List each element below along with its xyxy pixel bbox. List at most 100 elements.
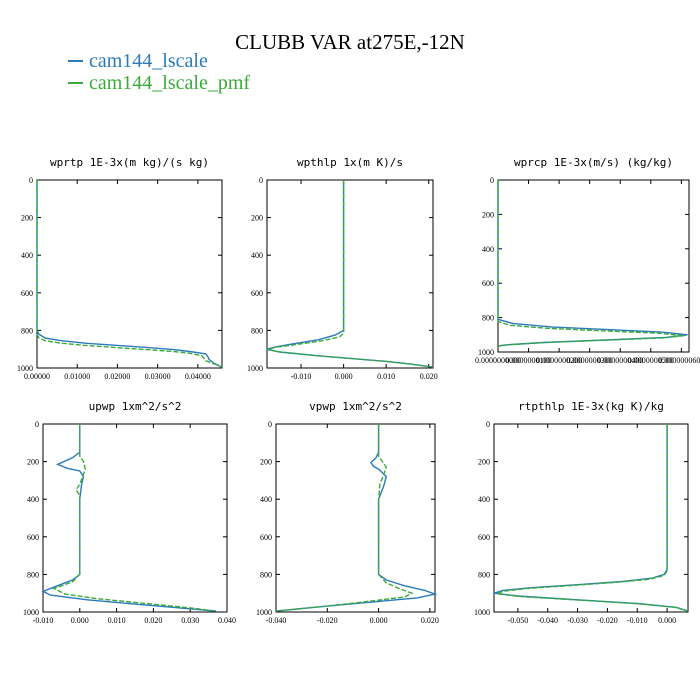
- xtick-label-rtpthlp: -0.020: [597, 616, 618, 625]
- ytick-label-wprtp: 0: [29, 176, 33, 185]
- panel-wprtp: wprtp 1E-3x(m kg)/(s kg) 0 200 400 600 800 100…: [17, 156, 223, 381]
- ytick-label-wprtp: 800: [21, 326, 33, 335]
- plot-frame-rtpthlp: [493, 423, 689, 613]
- ytick-label-rtpthlp: 0: [486, 420, 490, 429]
- ytick-label-wprcp: 200: [482, 210, 494, 219]
- xtick-label-wpthlp: 0.000: [335, 372, 353, 381]
- xtick-label-vpwp: 0.000: [370, 616, 388, 625]
- xtick-label-wpthlp: 0.020: [420, 372, 438, 381]
- xtick-label-wprtp: 0.00000: [24, 372, 50, 381]
- ytick-label-rtpthlp: 200: [478, 458, 490, 467]
- ytick-label-wprcp: 0: [490, 176, 494, 185]
- xtick-label-wprtp: 0.02000: [104, 372, 130, 381]
- xtick-label-upwp: 0.000: [71, 616, 89, 625]
- xtick-label-rtpthlp: -0.030: [567, 616, 588, 625]
- series-line-wpthlp-lscale: [266, 180, 434, 368]
- legend-item-lscale: cam144_lscale: [68, 50, 250, 72]
- ytick-label-wpthlp: 0: [259, 176, 263, 185]
- xtick-label-wpthlp: -0.010: [291, 372, 312, 381]
- ytick-label-rtpthlp: 600: [478, 533, 490, 542]
- series-line-vpwp-lscale: [275, 424, 438, 612]
- panel-vpwp: vpwp 1xm^2/s^2 0 200 400 600 800 1000-0.040 -0.…: [256, 400, 439, 625]
- panel-title-wprtp: wprtp 1E-3x(m kg)/(s kg): [50, 156, 209, 169]
- xtick-label-wprcp: 0.0000000300: [567, 356, 613, 365]
- series-line-rtpthlp-lscale: [493, 424, 689, 612]
- legend-item-lscale-pmf: cam144_lscale_pmf: [68, 72, 250, 94]
- xtick-label-wprtp: 0.03000: [145, 372, 171, 381]
- xtick-label-vpwp: -0.040: [266, 616, 287, 625]
- xtick-label-upwp: 0.020: [144, 616, 162, 625]
- plot-frame-wpthlp: [266, 179, 434, 369]
- panel-title-rtpthlp: rtpthlp 1E-3x(kg K)/kg: [518, 400, 664, 413]
- series-line-wprtp-lscale-pmf: [36, 180, 223, 368]
- xtick-label-rtpthlp: -0.050: [508, 616, 529, 625]
- ytick-label-vpwp: 800: [260, 570, 272, 579]
- ytick-label-rtpthlp: 400: [478, 495, 490, 504]
- xtick-label-upwp: -0.010: [33, 616, 54, 625]
- xtick-label-wprcp: 0.0000000500: [628, 356, 674, 365]
- figure-title: CLUBB VAR at275E,-12N: [235, 30, 465, 54]
- ytick-label-wprcp: 1000: [478, 348, 494, 357]
- legend-swatch-lscale-pmf: [68, 82, 83, 84]
- xtick-label-vpwp: -0.020: [317, 616, 338, 625]
- panel-upwp: upwp 1xm^2/s^2 0 200 400 600 800 1000-0.010 0.0…: [23, 400, 236, 625]
- xtick-label-wpthlp: 0.010: [377, 372, 395, 381]
- ytick-label-upwp: 1000: [23, 608, 39, 617]
- panel-title-upwp: upwp 1xm^2/s^2: [89, 400, 182, 413]
- panel-title-wprcp: wprcp 1E-3x(m/s) (kg/kg): [514, 156, 673, 169]
- ytick-label-upwp: 200: [27, 458, 39, 467]
- panel-wprcp: wprcp 1E-3x(m/s) (kg/kg) 0 200 400 600 800 100…: [475, 156, 700, 365]
- xtick-label-wprcp: 0.0000000000: [475, 356, 521, 365]
- xtick-label-wprtp: 0.04000: [185, 372, 211, 381]
- ytick-label-vpwp: 200: [260, 458, 272, 467]
- ytick-label-wprtp: 600: [21, 289, 33, 298]
- ytick-label-wprcp: 400: [482, 245, 494, 254]
- xtick-label-upwp: 0.040: [218, 616, 236, 625]
- xtick-label-wprcp: 0.0000000200: [536, 356, 582, 365]
- xtick-label-wprcp: 0.0000000400: [597, 356, 643, 365]
- panel-title-wpthlp: wpthlp 1x(m K)/s: [297, 156, 403, 169]
- series-line-wpthlp-lscale-pmf: [266, 180, 434, 368]
- xtick-label-wprcp: 0.0000000100: [506, 356, 552, 365]
- ytick-label-wpthlp: 1000: [247, 364, 263, 373]
- ytick-label-wprtp: 400: [21, 251, 33, 260]
- xtick-label-wprcp: 0.0000000600: [658, 356, 700, 365]
- plot-frame-upwp: [42, 423, 228, 613]
- xtick-label-upwp: 0.010: [108, 616, 126, 625]
- plot-frame-vpwp: [275, 423, 436, 613]
- ytick-label-upwp: 400: [27, 495, 39, 504]
- ytick-label-vpwp: 600: [260, 533, 272, 542]
- series-line-wprcp-lscale: [497, 180, 688, 347]
- xtick-label-rtpthlp: -0.040: [537, 616, 558, 625]
- series-line-wprtp-lscale: [36, 180, 223, 368]
- ytick-label-upwp: 0: [35, 420, 39, 429]
- ytick-label-wpthlp: 800: [251, 326, 263, 335]
- ytick-label-wprtp: 200: [21, 214, 33, 223]
- xtick-label-rtpthlp: 0.000: [658, 616, 676, 625]
- ytick-label-wprcp: 800: [482, 314, 494, 323]
- legend: cam144_lscale cam144_lscale_pmf: [68, 50, 250, 94]
- panel-wpthlp: wpthlp 1x(m K)/s 0 200 400 600 800 1000 -0.010 0…: [247, 156, 438, 381]
- panel-title-vpwp: vpwp 1xm^2/s^2: [309, 400, 402, 413]
- ytick-label-vpwp: 0: [268, 420, 272, 429]
- series-line-vpwp-lscale-pmf: [275, 424, 414, 612]
- legend-label-lscale-pmf: cam144_lscale_pmf: [89, 71, 251, 94]
- legend-label-lscale: cam144_lscale: [89, 49, 208, 72]
- ytick-label-vpwp: 1000: [256, 608, 272, 617]
- series-line-rtpthlp-lscale-pmf: [494, 424, 689, 612]
- xtick-label-vpwp: 0.020: [421, 616, 439, 625]
- xtick-label-rtpthlp: -0.010: [627, 616, 648, 625]
- ytick-label-vpwp: 400: [260, 495, 272, 504]
- ytick-label-wpthlp: 400: [251, 251, 263, 260]
- legend-swatch-lscale: [68, 60, 83, 62]
- ytick-label-wpthlp: 200: [251, 214, 263, 223]
- xtick-label-upwp: 0.030: [181, 616, 199, 625]
- ytick-label-wpthlp: 600: [251, 289, 263, 298]
- ytick-label-upwp: 800: [27, 570, 39, 579]
- series-line-upwp-lscale: [41, 424, 217, 612]
- panel-rtpthlp: rtpthlp 1E-3x(kg K)/kg 0 200 400 600 800 1000 -…: [474, 400, 689, 625]
- ytick-label-upwp: 600: [27, 533, 39, 542]
- xtick-label-wprtp: 0.01000: [64, 372, 90, 381]
